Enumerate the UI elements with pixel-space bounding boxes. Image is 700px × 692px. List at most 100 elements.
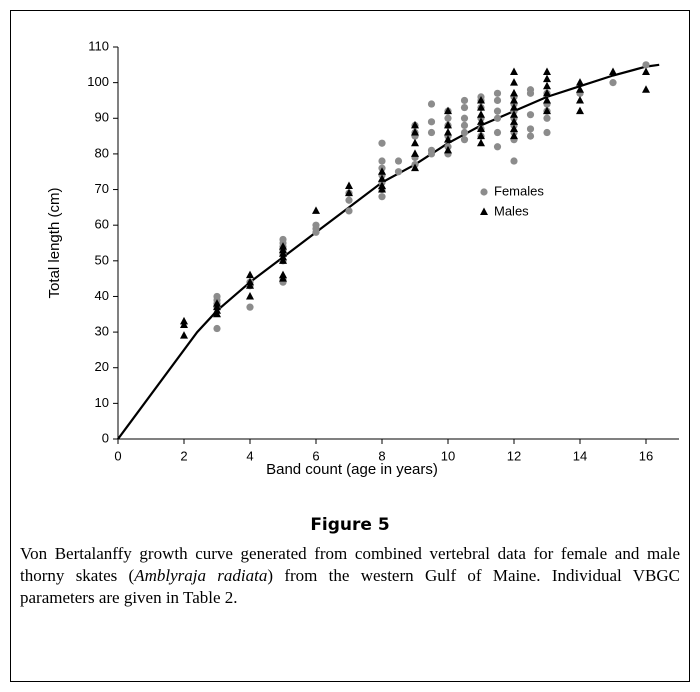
point xyxy=(510,157,518,165)
point xyxy=(642,85,650,93)
y-tick-label: 90 xyxy=(95,110,109,125)
y-tick-label: 60 xyxy=(95,217,109,232)
point xyxy=(543,106,551,115)
legend-marker xyxy=(480,207,488,215)
point xyxy=(477,103,485,111)
point xyxy=(444,128,452,136)
point xyxy=(279,242,287,250)
point xyxy=(460,121,469,129)
point xyxy=(345,207,353,215)
point xyxy=(411,163,419,172)
point xyxy=(493,107,502,115)
y-tick-label: 40 xyxy=(95,288,109,303)
point xyxy=(378,181,386,189)
point xyxy=(246,277,254,286)
point xyxy=(493,128,502,137)
y-tick-label: 20 xyxy=(95,359,109,374)
point xyxy=(213,324,221,333)
point xyxy=(477,117,485,125)
point xyxy=(378,193,386,201)
point xyxy=(526,125,535,133)
point xyxy=(526,111,535,119)
x-tick-label: 4 xyxy=(246,448,253,463)
point xyxy=(460,103,469,112)
x-tick-label: 2 xyxy=(180,448,187,463)
frame xyxy=(10,10,690,682)
point xyxy=(493,89,502,97)
point xyxy=(246,291,254,300)
point xyxy=(411,128,419,136)
point xyxy=(510,110,518,118)
point xyxy=(543,95,551,104)
point xyxy=(543,81,551,90)
figure-label: Figure 5 xyxy=(310,515,390,535)
caption-species: Amblyraja radiata xyxy=(134,566,268,585)
point xyxy=(345,196,353,204)
point xyxy=(493,96,502,105)
point xyxy=(543,74,551,83)
y-tick-label: 50 xyxy=(95,252,109,267)
point xyxy=(477,110,485,118)
point xyxy=(444,135,452,143)
point xyxy=(394,157,403,165)
point xyxy=(510,103,518,111)
point xyxy=(510,131,518,140)
point xyxy=(213,292,221,301)
point xyxy=(543,128,551,137)
point xyxy=(378,157,386,165)
x-tick-label: 6 xyxy=(312,448,319,463)
point xyxy=(576,78,584,86)
point xyxy=(493,143,502,151)
point xyxy=(510,124,518,132)
point xyxy=(427,146,436,154)
x-tick-label: 10 xyxy=(441,448,455,463)
point xyxy=(460,96,469,105)
point xyxy=(609,67,617,75)
caption-text: ) from the western Gulf of Maine. Indivi… xyxy=(20,566,680,607)
y-axis-title: Total length (cm) xyxy=(46,188,63,299)
point xyxy=(460,136,469,144)
point xyxy=(444,145,452,154)
point xyxy=(444,120,452,129)
point xyxy=(543,88,551,97)
point xyxy=(510,95,518,104)
point xyxy=(543,114,551,122)
point xyxy=(279,270,287,279)
x-tick-label: 12 xyxy=(507,448,521,463)
point xyxy=(460,114,469,122)
point xyxy=(526,86,535,94)
point xyxy=(460,128,469,137)
x-tick-label: 0 xyxy=(114,448,121,463)
point xyxy=(510,78,518,86)
point xyxy=(510,117,518,125)
y-tick-label: 110 xyxy=(88,38,109,53)
legend-label: Females xyxy=(494,183,544,198)
point xyxy=(427,100,436,108)
point xyxy=(312,221,320,229)
x-tick-label: 8 xyxy=(378,448,385,463)
point xyxy=(576,85,584,93)
caption: Von Bertalanffy growth curve generated f… xyxy=(20,543,680,609)
point xyxy=(642,67,650,75)
point xyxy=(345,188,353,197)
y-tick-label: 80 xyxy=(95,145,109,160)
point xyxy=(180,331,188,339)
point xyxy=(576,95,584,104)
point xyxy=(411,138,419,147)
caption-text: Von Bertalanffy growth curve generated f… xyxy=(20,544,680,585)
point xyxy=(576,106,584,115)
legend-marker xyxy=(480,188,488,196)
point xyxy=(493,114,502,122)
y-tick-label: 70 xyxy=(95,181,109,196)
point xyxy=(378,139,386,147)
y-tick-label: 30 xyxy=(95,324,109,339)
legend-label: Males xyxy=(494,203,529,218)
y-tick-label: 0 xyxy=(102,430,109,445)
point xyxy=(378,174,386,182)
point xyxy=(477,138,485,147)
point xyxy=(609,79,617,87)
point xyxy=(394,168,403,176)
point xyxy=(526,132,535,140)
point xyxy=(543,67,551,75)
